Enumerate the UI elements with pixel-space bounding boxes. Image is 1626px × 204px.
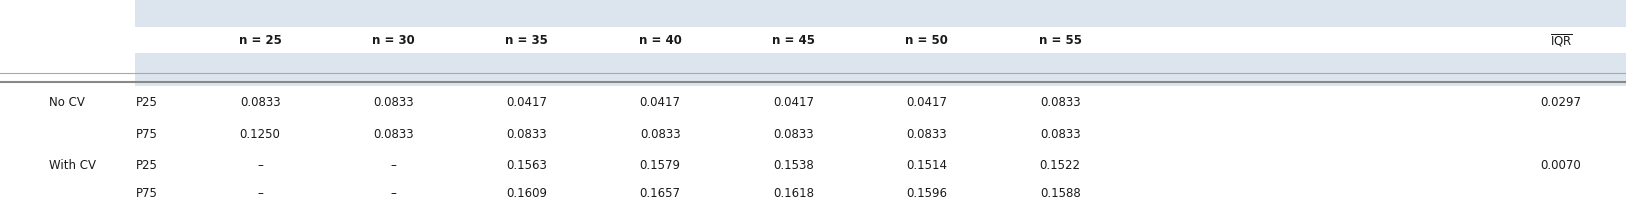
Text: –: –: [257, 159, 263, 172]
Text: n = 40: n = 40: [639, 34, 681, 47]
Bar: [135, 53, 1626, 86]
Text: 0.1588: 0.1588: [1039, 187, 1081, 200]
Text: 0.1522: 0.1522: [1039, 159, 1081, 172]
Text: 0.0833: 0.0833: [507, 128, 546, 141]
Text: 0.0833: 0.0833: [774, 128, 813, 141]
Text: n = 55: n = 55: [1039, 34, 1081, 47]
Text: 0.0070: 0.0070: [1540, 159, 1582, 172]
Text: n = 50: n = 50: [906, 34, 948, 47]
Bar: [135, 0, 1626, 27]
Text: 0.1657: 0.1657: [639, 187, 681, 200]
Text: 0.0297: 0.0297: [1540, 95, 1582, 109]
Text: 0.1579: 0.1579: [639, 159, 681, 172]
Text: P75: P75: [135, 128, 158, 141]
Text: 0.0833: 0.0833: [374, 95, 413, 109]
Text: 0.1609: 0.1609: [506, 187, 548, 200]
Text: P25: P25: [135, 95, 158, 109]
Text: No CV: No CV: [49, 95, 85, 109]
Text: –: –: [257, 187, 263, 200]
Text: 0.0833: 0.0833: [1041, 128, 1080, 141]
Text: 0.0833: 0.0833: [641, 128, 680, 141]
Text: P75: P75: [135, 187, 158, 200]
Text: 0.1618: 0.1618: [772, 187, 815, 200]
Text: 0.1538: 0.1538: [772, 159, 815, 172]
Text: n = 30: n = 30: [372, 34, 415, 47]
Text: 0.0417: 0.0417: [639, 95, 681, 109]
Text: 0.0417: 0.0417: [772, 95, 815, 109]
Text: n = 45: n = 45: [772, 34, 815, 47]
Text: 0.1250: 0.1250: [239, 128, 281, 141]
Text: $\overline{\mathrm{IQR}}$: $\overline{\mathrm{IQR}}$: [1550, 32, 1572, 49]
Text: 0.0833: 0.0833: [241, 95, 280, 109]
Text: 0.1596: 0.1596: [906, 187, 948, 200]
Text: 0.0833: 0.0833: [374, 128, 413, 141]
Text: n = 25: n = 25: [239, 34, 281, 47]
Text: 0.1514: 0.1514: [906, 159, 948, 172]
Text: P25: P25: [135, 159, 158, 172]
Text: –: –: [390, 159, 397, 172]
Text: 0.0417: 0.0417: [906, 95, 948, 109]
Text: 0.0833: 0.0833: [1041, 95, 1080, 109]
Text: With CV: With CV: [49, 159, 96, 172]
Text: 0.0417: 0.0417: [506, 95, 548, 109]
Text: 0.0833: 0.0833: [907, 128, 946, 141]
Text: –: –: [390, 187, 397, 200]
Text: n = 35: n = 35: [506, 34, 548, 47]
Text: 0.1563: 0.1563: [506, 159, 548, 172]
